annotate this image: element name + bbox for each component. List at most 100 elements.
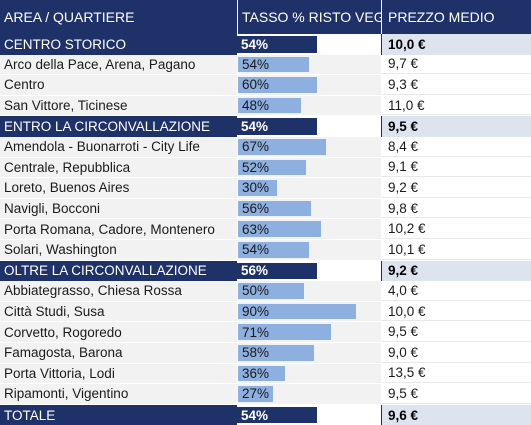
rate-bar bbox=[238, 365, 285, 382]
price-cell: 9,2 € bbox=[381, 260, 531, 282]
area-cell: OLTRE LA CIRCONVALLAZIONE bbox=[4, 263, 207, 279]
table-row: Solari, Washington 54% 10,1 € bbox=[0, 240, 531, 261]
rate-bar bbox=[238, 303, 356, 320]
rate-value: 54% bbox=[241, 407, 269, 423]
rate-value: 54% bbox=[242, 56, 270, 72]
rate-cell: 48% bbox=[237, 95, 381, 116]
price-cell: 9,1 € bbox=[381, 157, 531, 178]
table-row: Ripamonti, Vigentino 27% 9,5 € bbox=[0, 384, 531, 405]
rate-value: 50% bbox=[242, 283, 270, 299]
table-row: Abbiategrasso, Chiesa Rossa 50% 4,0 € bbox=[0, 281, 531, 302]
price-cell: 10,2 € bbox=[381, 219, 531, 239]
rate-value: 56% bbox=[241, 263, 269, 279]
rate-cell: 36% bbox=[237, 363, 381, 384]
group-row: CENTRO STORICO 54% 10,0 € bbox=[0, 34, 531, 55]
table-row: Porta Vittoria, Lodi 36% 13,5 € bbox=[0, 363, 531, 385]
rate-bar bbox=[237, 118, 317, 135]
area-cell: Centro bbox=[4, 77, 45, 93]
rate-cell: 63% bbox=[237, 219, 381, 239]
area-cell: TOTALE bbox=[4, 407, 56, 423]
rate-cell: 58% bbox=[237, 343, 381, 363]
rate-value: 58% bbox=[242, 345, 270, 361]
rate-bar bbox=[238, 221, 321, 237]
rate-bar bbox=[238, 386, 273, 402]
rate-cell: 71% bbox=[237, 322, 381, 342]
rate-value: 54% bbox=[241, 36, 269, 52]
price-cell: 11,0 € bbox=[381, 95, 531, 116]
area-cell: Abbiategrasso, Chiesa Rossa bbox=[4, 283, 182, 299]
group-row: TOTALE 54% 9,6 € bbox=[0, 404, 531, 425]
table-row: Famagosta, Barona 58% 9,0 € bbox=[0, 343, 531, 364]
price-cell: 9,5 € bbox=[381, 116, 531, 137]
price-cell: 9,8 € bbox=[381, 198, 531, 219]
area-cell: San Vittore, Ticinese bbox=[4, 98, 128, 114]
rate-cell: 54% bbox=[237, 116, 381, 137]
price-cell: 10,1 € bbox=[381, 240, 531, 260]
table-row: Amendola - Buonarroti - City Life 67% 8,4 … bbox=[0, 137, 531, 158]
price-cell: 10,0 € bbox=[381, 34, 531, 55]
area-cell: Solari, Washington bbox=[4, 242, 117, 258]
rate-bar bbox=[237, 406, 317, 424]
rate-value: 30% bbox=[242, 180, 270, 196]
rate-value: 63% bbox=[242, 221, 270, 237]
rate-cell: 54% bbox=[237, 240, 381, 260]
price-cell: 8,4 € bbox=[381, 137, 531, 157]
table-row: Città Studi, Susa 90% 10,0 € bbox=[0, 301, 531, 323]
area-cell: Ripamonti, Vigentino bbox=[4, 386, 129, 402]
area-cell: Porta Romana, Cadore, Montenero bbox=[4, 221, 215, 237]
rate-bar bbox=[238, 139, 326, 155]
area-cell: Famagosta, Barona bbox=[4, 345, 123, 361]
rate-bar bbox=[238, 56, 309, 73]
rate-cell: 30% bbox=[237, 178, 381, 198]
price-cell: 9,6 € bbox=[381, 404, 531, 425]
rate-cell: 90% bbox=[237, 301, 381, 322]
table-row: Centro 60% 9,3 € bbox=[0, 75, 531, 96]
table-row: Arco della Pace, Arena, Pagano 54% 9,7 € bbox=[0, 54, 531, 76]
rate-bar bbox=[238, 324, 331, 340]
rate-cell: 54% bbox=[237, 34, 381, 55]
group-row: OLTRE LA CIRCONVALLAZIONE 56% 9,2 € bbox=[0, 260, 531, 282]
rate-cell: 56% bbox=[237, 198, 381, 219]
rate-bar bbox=[237, 36, 317, 53]
table-row: Porta Romana, Cadore, Montenero 63% 10,2 € bbox=[0, 219, 531, 240]
rate-cell: 50% bbox=[237, 281, 381, 301]
price-cell: 9,5 € bbox=[381, 322, 531, 342]
rate-bar bbox=[238, 180, 277, 196]
rate-cell: 60% bbox=[237, 75, 381, 95]
rate-bar bbox=[238, 159, 306, 176]
rate-bar bbox=[238, 345, 314, 361]
rate-cell: 52% bbox=[237, 157, 381, 178]
rate-value: 54% bbox=[242, 242, 270, 258]
area-cell: Arco della Pace, Arena, Pagano bbox=[4, 56, 196, 72]
price-cell: 13,5 € bbox=[381, 363, 531, 384]
group-row: ENTRO LA CIRCONVALLAZIONE 54% 9,5 € bbox=[0, 116, 531, 137]
area-cell: Porta Vittoria, Lodi bbox=[4, 365, 115, 381]
rate-value: 71% bbox=[242, 324, 270, 340]
area-cell: Corvetto, Rogoredo bbox=[4, 324, 122, 340]
rate-value: 27% bbox=[242, 386, 270, 402]
rate-cell: 67% bbox=[237, 137, 381, 157]
rate-value: 56% bbox=[242, 201, 270, 217]
table-row: Loreto, Buenos Aires 30% 9,2 € bbox=[0, 178, 531, 199]
price-cell: 4,0 € bbox=[381, 281, 531, 301]
price-cell: 9,0 € bbox=[381, 343, 531, 363]
area-cell: Amendola - Buonarroti - City Life bbox=[4, 139, 200, 155]
rate-cell: 54% bbox=[237, 404, 381, 425]
rate-cell: 54% bbox=[237, 54, 381, 75]
header-area: AREA / QUARTIERE bbox=[4, 9, 135, 25]
price-cell: 9,7 € bbox=[381, 54, 531, 75]
rate-value: 90% bbox=[242, 304, 270, 320]
rate-value: 52% bbox=[242, 159, 270, 175]
rate-bar bbox=[238, 97, 301, 114]
rate-bar bbox=[238, 283, 304, 299]
rate-value: 60% bbox=[242, 77, 270, 93]
area-cell: Loreto, Buenos Aires bbox=[4, 180, 130, 196]
rate-value: 67% bbox=[242, 139, 270, 155]
rate-cell: 27% bbox=[237, 384, 381, 404]
rate-cell: 56% bbox=[237, 260, 381, 282]
area-cell: CENTRO STORICO bbox=[4, 36, 127, 52]
rate-value: 54% bbox=[241, 119, 269, 135]
price-cell: 10,0 € bbox=[381, 301, 531, 322]
price-cell: 9,3 € bbox=[381, 75, 531, 95]
rate-bar bbox=[237, 262, 317, 280]
